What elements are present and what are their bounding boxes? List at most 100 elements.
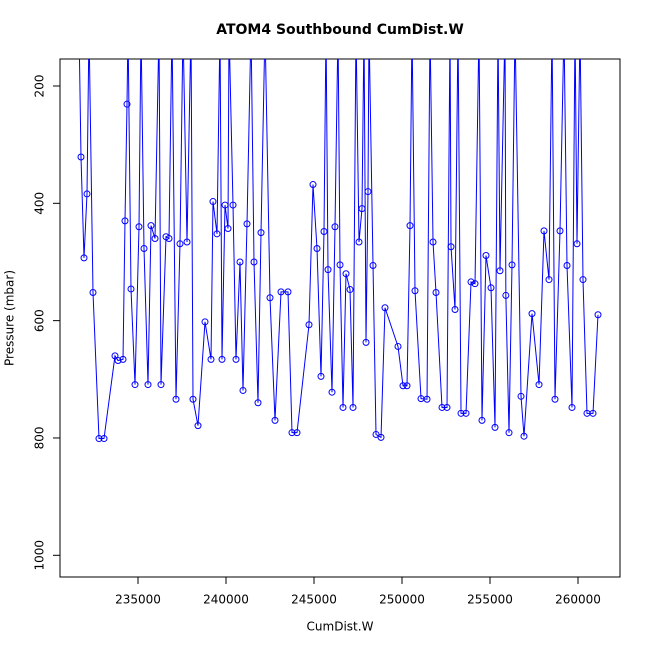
data-point xyxy=(257,229,265,237)
data-point xyxy=(349,403,357,411)
data-point xyxy=(346,286,354,294)
data-point xyxy=(394,342,402,350)
data-point xyxy=(183,238,191,246)
data-point xyxy=(457,409,465,417)
data-point xyxy=(309,181,317,189)
data-point xyxy=(271,416,279,424)
data-point xyxy=(119,355,127,363)
data-point xyxy=(406,222,414,230)
x-tick-label: 250000 xyxy=(379,593,425,607)
data-point xyxy=(594,311,602,319)
data-point xyxy=(551,395,559,403)
data-point xyxy=(502,291,510,299)
y-tick-label: 600 xyxy=(33,309,47,332)
data-point xyxy=(589,409,597,417)
data-point xyxy=(342,270,350,278)
data-point xyxy=(201,318,209,326)
data-point xyxy=(127,285,135,293)
data-point xyxy=(250,258,258,266)
data-point xyxy=(324,266,332,274)
plot-area xyxy=(77,59,602,443)
data-point xyxy=(83,190,91,198)
data-point xyxy=(284,288,292,296)
chart-title: ATOM4 Southbound CumDist.W xyxy=(216,22,464,38)
data-point xyxy=(232,355,240,363)
data-point xyxy=(207,355,215,363)
data-point xyxy=(438,403,446,411)
data-point xyxy=(254,399,262,407)
data-point xyxy=(568,403,576,411)
data-point xyxy=(313,244,321,252)
data-point xyxy=(305,321,313,329)
data-point xyxy=(467,278,475,286)
data-point xyxy=(423,395,431,403)
data-point xyxy=(89,288,97,296)
plot-frame xyxy=(59,58,621,578)
y-tick-label: 800 xyxy=(33,427,47,450)
data-point xyxy=(339,403,347,411)
data-point xyxy=(209,198,217,206)
data-point xyxy=(362,338,370,346)
data-point xyxy=(123,100,131,108)
data-point xyxy=(131,381,139,389)
y-axis-label: Pressure (mbar) xyxy=(3,270,17,366)
data-point xyxy=(151,235,159,243)
data-point xyxy=(221,201,229,209)
x-tick-label: 260000 xyxy=(555,593,601,607)
data-point xyxy=(573,240,581,248)
data-point xyxy=(535,381,543,389)
data-point xyxy=(157,381,165,389)
data-point xyxy=(447,243,455,251)
data-point xyxy=(189,395,197,403)
x-tick-label: 245000 xyxy=(291,593,337,607)
y-tick-label: 400 xyxy=(33,192,47,215)
y-tick-label: 1000 xyxy=(33,540,47,571)
data-point xyxy=(266,294,274,302)
data-point xyxy=(320,227,328,235)
data-point xyxy=(172,395,180,403)
series-line xyxy=(78,59,599,440)
x-tick-label: 255000 xyxy=(467,593,513,607)
data-point xyxy=(487,284,495,292)
data-point xyxy=(540,227,548,235)
data-point xyxy=(579,276,587,284)
data-point xyxy=(517,392,525,400)
data-point xyxy=(243,220,251,228)
data-point xyxy=(229,201,237,209)
data-point xyxy=(239,386,247,394)
data-point xyxy=(331,223,339,231)
data-point xyxy=(381,304,389,312)
data-point xyxy=(277,288,285,296)
data-point xyxy=(403,382,411,390)
data-point xyxy=(135,223,143,231)
data-point xyxy=(213,230,221,238)
data-point xyxy=(411,287,419,295)
data-point xyxy=(369,261,377,269)
data-point xyxy=(482,252,490,260)
data-point xyxy=(80,254,88,262)
data-point xyxy=(95,435,103,443)
data-point xyxy=(508,261,516,269)
data-point xyxy=(293,429,301,437)
data-point xyxy=(165,235,173,243)
data-point xyxy=(176,240,184,248)
data-point xyxy=(451,305,459,313)
data-point xyxy=(545,276,553,284)
data-point xyxy=(144,381,152,389)
data-point xyxy=(358,205,366,213)
data-point xyxy=(528,310,536,318)
data-point xyxy=(355,238,363,246)
data-point xyxy=(114,357,122,365)
data-point xyxy=(317,372,325,380)
data-point xyxy=(432,288,440,296)
data-point xyxy=(288,429,296,437)
x-tick-label: 235000 xyxy=(115,593,161,607)
data-point xyxy=(218,355,226,363)
data-point xyxy=(224,225,232,233)
data-point xyxy=(471,280,479,288)
data-point xyxy=(520,432,528,440)
data-point xyxy=(372,430,380,438)
y-tick-label: 200 xyxy=(33,75,47,98)
data-point xyxy=(462,409,470,417)
